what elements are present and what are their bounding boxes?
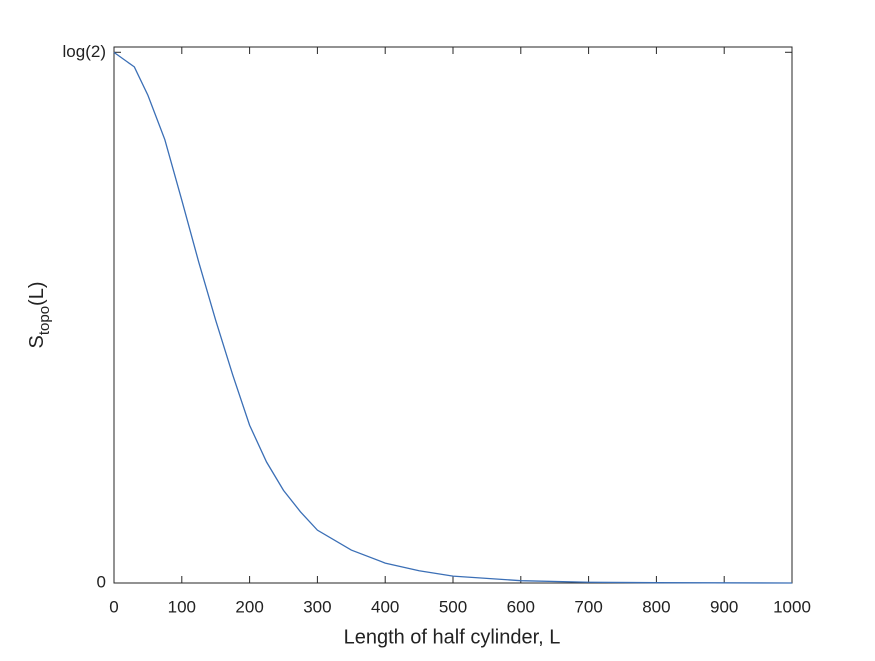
y-tick-label: log(2) — [63, 42, 106, 61]
x-tick-label: 100 — [168, 597, 196, 616]
x-tick-label: 900 — [710, 597, 738, 616]
x-tick-label: 500 — [439, 597, 467, 616]
y-tick-label: 0 — [97, 572, 106, 591]
x-tick-label: 300 — [303, 597, 331, 616]
x-tick-label: 600 — [507, 597, 535, 616]
x-tick-label: 400 — [371, 597, 399, 616]
axes-box — [113, 46, 793, 584]
x-tick-label: 1000 — [773, 597, 811, 616]
y-axis-label: Stopo(L) — [26, 282, 53, 349]
y-label-suffix: (L) — [26, 282, 48, 306]
x-tick-label: 200 — [235, 597, 263, 616]
x-axis-label: Length of half cylinder, L — [344, 626, 561, 648]
y-label-main: S — [26, 335, 48, 348]
y-label-sub: topo — [36, 306, 53, 335]
data-line — [113, 51, 793, 584]
x-tick-label: 0 — [109, 597, 118, 616]
x-tick-label: 800 — [642, 597, 670, 616]
x-tick-label: 700 — [574, 597, 602, 616]
